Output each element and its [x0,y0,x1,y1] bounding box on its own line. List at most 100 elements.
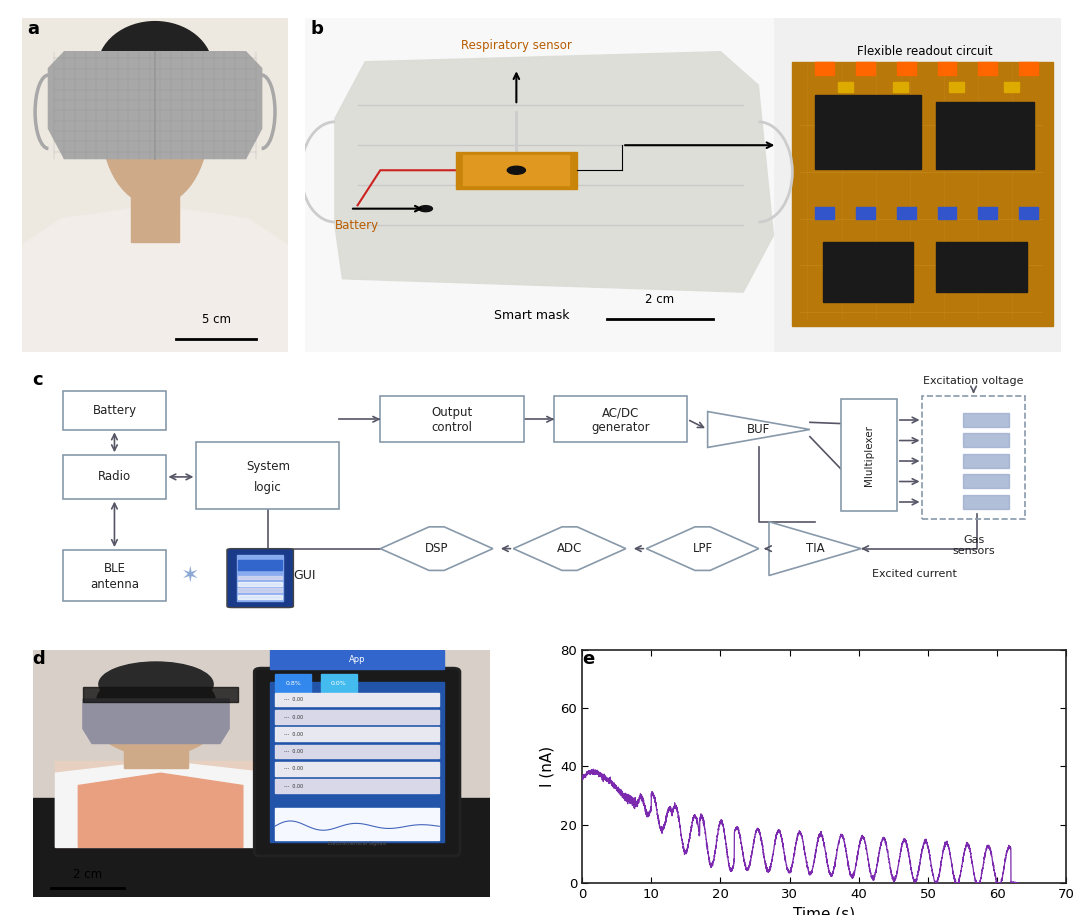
Bar [1019,207,1038,219]
Bar [33,650,490,798]
Circle shape [507,167,526,174]
Bar [815,95,920,168]
Polygon shape [55,760,270,847]
Text: logic: logic [254,481,282,494]
Bar [275,762,440,776]
Bar [275,745,440,759]
Text: 2 cm: 2 cm [73,867,102,880]
Ellipse shape [99,662,213,706]
Bar [936,242,1027,292]
Circle shape [419,206,432,211]
Text: App: App [349,655,366,664]
Polygon shape [514,527,626,570]
Text: 2 cm: 2 cm [645,293,675,306]
Polygon shape [646,527,758,570]
Polygon shape [707,412,809,447]
Text: BLE: BLE [103,562,125,575]
Polygon shape [78,773,243,847]
Text: b: b [310,20,323,38]
Bar [463,156,569,185]
Text: ADC: ADC [557,542,582,555]
Ellipse shape [98,22,212,115]
Text: a: a [27,20,39,38]
Text: control: control [432,421,472,434]
X-axis label: Time (s): Time (s) [793,907,855,915]
Bar [792,61,1053,326]
Bar [238,582,282,586]
Text: 0.0%: 0.0% [331,681,347,685]
Text: generator: generator [592,421,650,434]
Bar [978,61,998,75]
Text: Mlultiplexer: Mlultiplexer [864,425,874,486]
Bar [554,396,688,442]
Bar [823,242,913,302]
Text: ---  0.00: --- 0.00 [284,784,304,789]
Text: 5 cm: 5 cm [202,313,231,326]
FancyBboxPatch shape [255,668,460,856]
Bar [63,550,165,601]
Ellipse shape [101,45,209,205]
Polygon shape [83,699,230,744]
Bar [897,61,916,75]
Bar [923,396,1025,519]
Text: Excitation voltage: Excitation voltage [924,376,1024,386]
Bar [456,152,577,188]
Bar [275,780,440,793]
Bar [856,61,875,75]
Bar [963,454,1010,468]
Text: LPF: LPF [692,542,713,555]
Text: System: System [246,460,289,473]
Bar [275,710,440,724]
Bar [321,674,357,692]
Polygon shape [55,760,270,847]
Bar [196,442,339,509]
Polygon shape [381,527,493,570]
Bar [897,207,916,219]
Ellipse shape [110,69,136,115]
Bar [841,399,897,511]
Ellipse shape [174,69,200,115]
Text: ---  0.00: --- 0.00 [284,767,304,771]
Text: Electrochemical Signals: Electrochemical Signals [327,841,386,846]
Text: antenna: antenna [90,578,139,591]
Polygon shape [335,51,774,292]
Bar [63,455,165,499]
Bar [238,560,282,570]
Bar [275,674,311,692]
Text: Radio: Radio [98,470,131,483]
Ellipse shape [178,684,215,719]
Text: ---  0.00: --- 0.00 [284,715,304,719]
Bar [238,576,282,579]
Text: c: c [33,371,44,389]
Bar [275,808,440,840]
Bar [270,682,444,843]
Text: d: d [33,650,46,668]
Text: Gas
sensors: Gas sensors [952,534,994,556]
Bar [275,727,440,741]
Text: Flexible readout circuit: Flexible readout circuit [857,45,992,58]
Text: DSP: DSP [425,542,448,555]
Bar [949,81,964,92]
Text: Smart mask: Smart mask [494,309,569,322]
Bar [893,81,908,92]
Bar [963,434,1010,447]
Polygon shape [22,205,288,352]
Y-axis label: I (nA): I (nA) [540,746,555,787]
Text: TIA: TIA [806,542,825,555]
Bar [963,413,1010,427]
Polygon shape [49,51,261,158]
Text: 0.8%: 0.8% [285,681,301,685]
Text: Battery: Battery [92,404,136,417]
Polygon shape [769,522,861,576]
Bar [238,595,282,598]
Ellipse shape [97,684,133,719]
Bar [938,207,956,219]
Text: BUF: BUF [747,423,770,436]
Bar [856,207,875,219]
Bar [838,81,853,92]
Text: ✶: ✶ [181,565,199,586]
Bar [938,61,956,75]
Text: Output: Output [431,406,472,419]
Bar [83,686,238,702]
Bar [131,182,180,242]
